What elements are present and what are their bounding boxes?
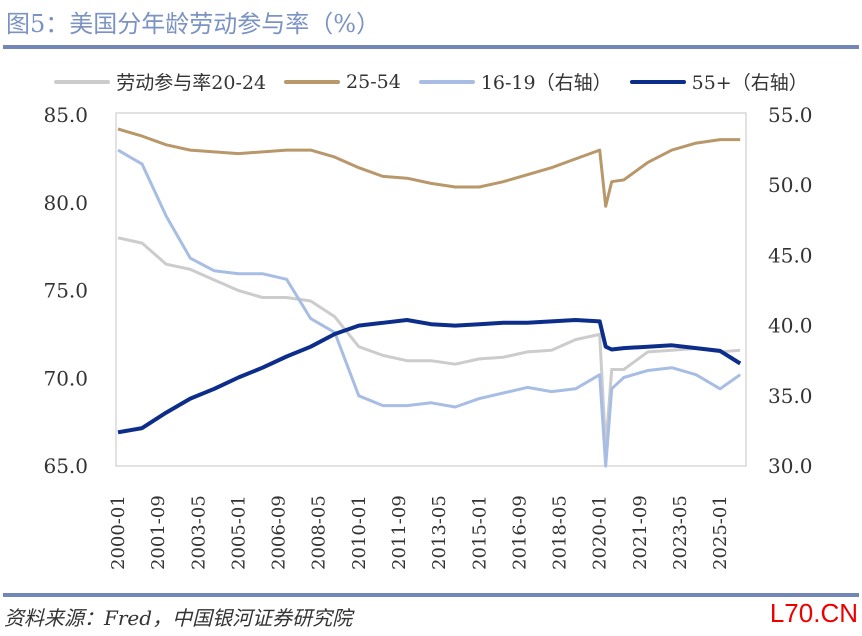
legend-item: 25-54 xyxy=(284,68,401,95)
left-axis-tick-label: 75.0 xyxy=(43,279,88,303)
series-line-1 xyxy=(117,127,741,208)
legend-item: 16-19（右轴） xyxy=(418,68,612,95)
x-axis-tick-label: 2005-01 xyxy=(228,495,249,570)
series-line-3 xyxy=(117,318,742,435)
series-line-0 xyxy=(117,236,741,450)
left-axis-tick-label: 80.0 xyxy=(43,191,88,215)
legend-label: 25-54 xyxy=(346,70,401,93)
right-axis-tick-label: 50.0 xyxy=(768,173,813,197)
x-axis-tick-label: 2000-01 xyxy=(108,495,129,570)
footer-divider xyxy=(3,593,859,597)
left-axis-tick-label: 85.0 xyxy=(43,103,88,127)
legend-swatch xyxy=(284,79,341,84)
right-axis-tick-label: 45.0 xyxy=(768,243,813,267)
legend: 劳动参与率20-24 25-54 16-19（右轴） 55+（右轴） xyxy=(0,68,862,95)
plot-frame xyxy=(115,112,747,467)
legend-item: 55+（右轴） xyxy=(629,68,808,95)
x-axis-tick-label: 2010-01 xyxy=(349,495,370,570)
watermark: L70.CN xyxy=(769,598,858,628)
legend-swatch xyxy=(54,79,111,84)
legend-label: 劳动参与率20-24 xyxy=(116,72,267,94)
legend-label: 16-19（右轴） xyxy=(480,72,612,94)
x-axis-tick-label: 2025-01 xyxy=(710,495,731,570)
right-axis-tick-label: 35.0 xyxy=(768,384,813,408)
legend-label: 55+（右轴） xyxy=(691,72,808,94)
left-axis-tick-label: 70.0 xyxy=(43,366,88,390)
x-axis-tick-label: 2011-09 xyxy=(389,495,410,570)
line-chart: 65.0 70.0 75.0 80.0 85.0 30.0 35.0 40.0 45.0 50.0… xyxy=(43,103,813,570)
right-axis-tick-label: 40.0 xyxy=(768,314,813,338)
chart-title: 图5：美国分年龄劳动参与率（%） xyxy=(6,10,381,38)
x-axis-tick-label: 2001-09 xyxy=(148,495,169,570)
legend-swatch xyxy=(629,79,686,84)
source-note: 资料来源：Fred，中国银河证券研究院 xyxy=(4,606,353,630)
x-axis-tick-label: 2008-05 xyxy=(309,495,330,570)
left-axis-tick-label: 65.0 xyxy=(43,454,88,478)
x-axis-tick-label: 2021-09 xyxy=(630,495,651,570)
title-divider xyxy=(3,45,859,49)
x-axis-tick-label: 2015-01 xyxy=(469,495,490,570)
x-axis-tick-label: 2023-05 xyxy=(670,495,691,570)
right-axis-tick-label: 30.0 xyxy=(768,454,813,478)
series-line-2 xyxy=(117,148,742,468)
x-axis-tick-label: 2006-09 xyxy=(269,495,290,570)
x-axis-tick-label: 2020-01 xyxy=(590,495,611,570)
legend-item: 劳动参与率20-24 xyxy=(54,68,266,95)
legend-swatch xyxy=(418,79,475,84)
x-axis-tick-label: 2018-05 xyxy=(550,495,571,570)
x-axis-tick-label: 2003-05 xyxy=(188,495,209,570)
right-axis-tick-label: 55.0 xyxy=(768,103,813,127)
x-axis-tick-label: 2013-05 xyxy=(429,495,450,570)
x-axis-tick-label: 2016-09 xyxy=(509,495,530,570)
